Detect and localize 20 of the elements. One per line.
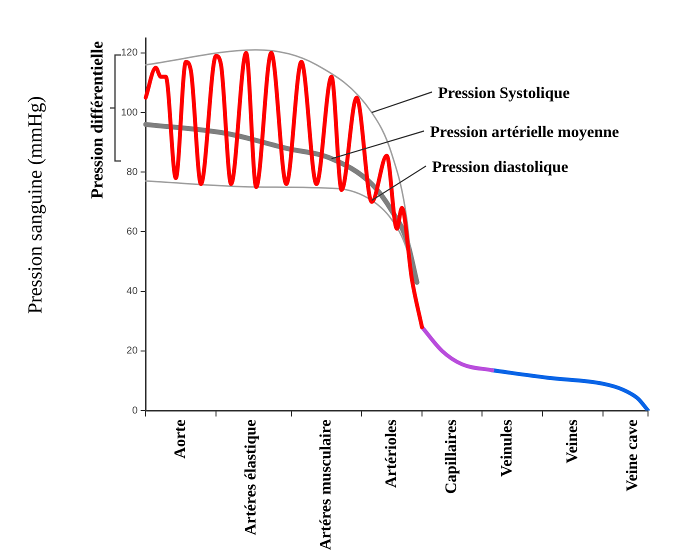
y-tick-label: 100 [120, 107, 138, 118]
x-tick-label: Veinules [498, 420, 516, 477]
y-tick-label: 0 [132, 405, 138, 416]
x-tick-label: Artérioles [382, 420, 400, 488]
text: Pression différentielle [87, 40, 106, 199]
y-tick-label: 40 [126, 286, 138, 298]
x-tick-label: Artéres musculaire [318, 420, 335, 550]
x-tick-label: Artéres élastique [242, 420, 260, 536]
text: Pression diastolique [432, 159, 568, 176]
x-tick-label: Aorte [172, 420, 189, 459]
y-tick-label: 20 [126, 346, 138, 357]
y-tick-label: 80 [126, 166, 138, 178]
y-tick-label: 60 [126, 226, 138, 238]
y-axis-title: Pression sanguine (mmHg) [24, 96, 46, 314]
text: Pression Systolique [438, 85, 570, 102]
y-tick-label: 120 [120, 48, 138, 59]
text: Pression artérielle moyenne [430, 124, 619, 142]
x-tick-label: Veines [564, 420, 581, 464]
x-tick-label: Capillaires [443, 420, 460, 494]
x-tick-label: Veine cave [624, 420, 642, 492]
